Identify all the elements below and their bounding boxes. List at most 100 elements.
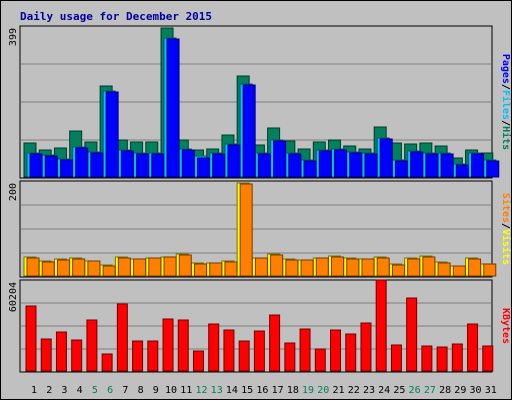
bar-sites-day-8 bbox=[133, 258, 147, 277]
bar-kbytes-day-31 bbox=[482, 345, 494, 372]
bar-pages-day-10 bbox=[166, 38, 180, 178]
day-label-7: 7 bbox=[122, 385, 128, 396]
bar-pages-day-21 bbox=[334, 149, 348, 178]
bar-pages-day-8 bbox=[136, 153, 150, 178]
bar-sites-day-24 bbox=[376, 257, 390, 277]
bar-pages-day-29 bbox=[455, 164, 469, 178]
bar-sites-day-20 bbox=[315, 257, 329, 277]
bar-pages-day-16 bbox=[257, 153, 271, 178]
day-label-11: 11 bbox=[180, 385, 192, 396]
bar-sites-day-7 bbox=[117, 257, 131, 277]
bar-pages-day-6 bbox=[105, 91, 119, 178]
day-label-10: 10 bbox=[165, 385, 177, 396]
day-label-12: 12 bbox=[195, 385, 207, 396]
bar-kbytes-day-20 bbox=[314, 348, 326, 372]
legend-visits_sites: Sites/Visits bbox=[500, 193, 512, 265]
day-label-16: 16 bbox=[256, 385, 268, 396]
bar-kbytes-day-17 bbox=[269, 314, 281, 372]
legend-visits: Visits bbox=[500, 229, 512, 265]
legend-separator: / bbox=[500, 223, 511, 229]
bar-pages-day-4 bbox=[75, 147, 89, 178]
day-label-14: 14 bbox=[226, 385, 238, 396]
bar-kbytes-day-14 bbox=[223, 329, 235, 372]
bar-sites-day-13 bbox=[209, 262, 223, 277]
bar-pages-day-7 bbox=[120, 150, 134, 178]
day-label-27: 27 bbox=[424, 385, 436, 396]
day-label-6: 6 bbox=[107, 385, 113, 396]
bar-sites-day-18 bbox=[285, 259, 299, 277]
day-label-18: 18 bbox=[287, 385, 299, 396]
legend-pages: Pages bbox=[500, 54, 511, 84]
y-tick-label: 399 bbox=[8, 28, 19, 46]
bar-pages-day-3 bbox=[59, 159, 73, 178]
bar-kbytes-day-9 bbox=[147, 340, 159, 372]
bar-pages-day-22 bbox=[349, 152, 363, 178]
bar-kbytes-day-18 bbox=[284, 342, 296, 372]
bar-sites-day-27 bbox=[422, 256, 436, 277]
day-label-29: 29 bbox=[454, 385, 466, 396]
legend-hits: Hits bbox=[500, 126, 512, 150]
bar-pages-day-28 bbox=[440, 153, 454, 178]
bar-pages-day-12 bbox=[196, 157, 210, 178]
day-label-3: 3 bbox=[61, 385, 67, 396]
bar-pages-day-2 bbox=[44, 155, 58, 178]
bar-pages-day-15 bbox=[242, 84, 256, 178]
bar-kbytes-day-12 bbox=[192, 350, 204, 372]
bar-sites-day-11 bbox=[178, 254, 192, 277]
legend-sites: Sites bbox=[500, 193, 512, 223]
legend-kbytes: KBytes bbox=[500, 308, 511, 344]
bar-kbytes-day-13 bbox=[208, 323, 220, 372]
bar-kbytes-day-6 bbox=[101, 353, 113, 372]
bar-sites-day-29 bbox=[452, 265, 466, 277]
bar-kbytes-day-27 bbox=[421, 345, 433, 372]
bar-kbytes-day-25 bbox=[390, 344, 402, 372]
bar-pages-day-20 bbox=[318, 150, 332, 178]
bar-kbytes-day-4 bbox=[71, 339, 83, 372]
bar-sites-day-21 bbox=[331, 256, 345, 277]
bar-sites-day-30 bbox=[468, 258, 482, 277]
bar-sites-day-28 bbox=[437, 262, 451, 277]
bar-sites-day-2 bbox=[41, 261, 55, 277]
day-label-4: 4 bbox=[77, 385, 83, 396]
bar-pages-day-9 bbox=[151, 153, 165, 178]
bar-sites-day-25 bbox=[391, 264, 405, 277]
bar-pages-day-13 bbox=[212, 153, 226, 178]
legend-files: Files bbox=[500, 90, 512, 120]
bar-kbytes-day-11 bbox=[177, 319, 189, 372]
legend-kbytes: KBytes bbox=[500, 308, 511, 344]
bar-kbytes-day-26 bbox=[406, 297, 418, 372]
day-label-8: 8 bbox=[138, 385, 144, 396]
bar-kbytes-day-3 bbox=[55, 331, 67, 372]
y-tick-label: 200 bbox=[8, 183, 19, 201]
bar-pages-day-19 bbox=[303, 160, 317, 178]
bar-pages-day-30 bbox=[471, 153, 485, 178]
bar-sites-day-31 bbox=[483, 263, 497, 277]
day-label-22: 22 bbox=[348, 385, 360, 396]
bar-sites-day-19 bbox=[300, 259, 314, 277]
day-label-25: 25 bbox=[393, 385, 405, 396]
bar-pages-day-27 bbox=[425, 153, 439, 178]
bar-sites-day-14 bbox=[224, 261, 238, 277]
bar-sites-day-23 bbox=[361, 258, 375, 277]
bar-kbytes-day-29 bbox=[451, 343, 463, 372]
bar-sites-day-4 bbox=[72, 258, 86, 277]
legend-hits_files_pages: Pages/Files/Hits bbox=[500, 54, 512, 150]
day-label-30: 30 bbox=[470, 385, 482, 396]
bar-pages-day-18 bbox=[288, 153, 302, 178]
bar-pages-day-1 bbox=[29, 153, 43, 178]
day-label-1: 1 bbox=[31, 385, 37, 396]
chart-title: Daily usage for December 2015 bbox=[20, 10, 212, 23]
bar-sites-day-9 bbox=[148, 257, 162, 277]
bar-pages-day-17 bbox=[273, 140, 287, 178]
bar-pages-day-23 bbox=[364, 153, 378, 178]
bar-kbytes-day-28 bbox=[436, 346, 448, 372]
bar-kbytes-day-30 bbox=[467, 323, 479, 372]
bar-pages-day-24 bbox=[379, 138, 393, 178]
day-label-15: 15 bbox=[241, 385, 253, 396]
bar-pages-day-26 bbox=[410, 151, 424, 178]
panel-kbytes: 60204 KBytes bbox=[8, 279, 511, 373]
panel-visits_sites: 200 Sites/Visits bbox=[8, 180, 512, 278]
legend-separator: / bbox=[500, 120, 511, 126]
